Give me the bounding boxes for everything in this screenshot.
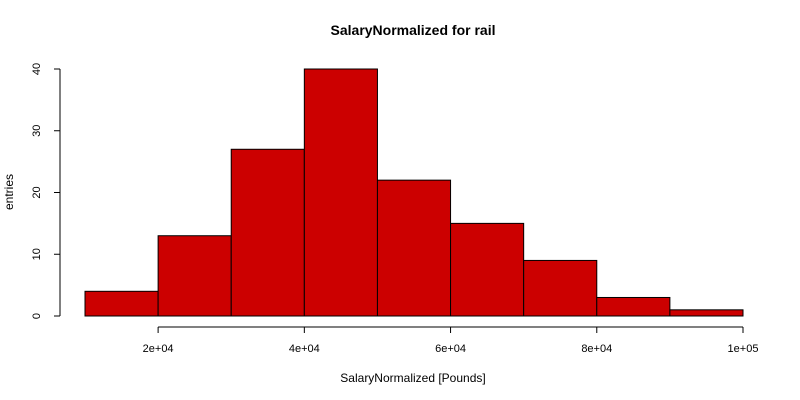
x-tick-label-2: 6e+04 <box>435 343 466 355</box>
x-axis-label: SalaryNormalized [Pounds] <box>340 371 485 385</box>
histogram-bar-5 <box>450 222 525 317</box>
x-tick-label-3: 8e+04 <box>581 343 612 355</box>
histogram-bar-0 <box>84 290 159 317</box>
y-tick-label-2: 20 <box>31 186 43 198</box>
y-tick-label-3: 30 <box>31 125 43 137</box>
x-axis: 2e+04 4e+04 6e+04 8e+04 1e+05 <box>143 326 759 355</box>
y-axis: 0 10 20 30 40 <box>31 63 61 319</box>
x-tick-label-0: 2e+04 <box>143 343 174 355</box>
y-tick-label-0: 0 <box>31 313 43 319</box>
histogram-bar-6 <box>523 259 598 317</box>
histogram-bar-3 <box>303 68 378 317</box>
x-tick-label-4: 1e+05 <box>728 343 759 355</box>
histogram-bar-7 <box>596 296 671 317</box>
histogram-bar-2 <box>230 148 305 317</box>
y-axis-label: entries <box>2 174 16 210</box>
chart-title: SalaryNormalized for rail <box>331 22 496 38</box>
y-tick-label-1: 10 <box>31 248 43 260</box>
histogram-bar-4 <box>376 179 452 317</box>
y-tick-label-4: 40 <box>31 63 43 75</box>
histogram-bar-1 <box>157 235 232 317</box>
x-tick-label-1: 4e+04 <box>289 343 320 355</box>
histogram-bar-8 <box>669 309 744 317</box>
histogram-bars <box>84 68 744 317</box>
